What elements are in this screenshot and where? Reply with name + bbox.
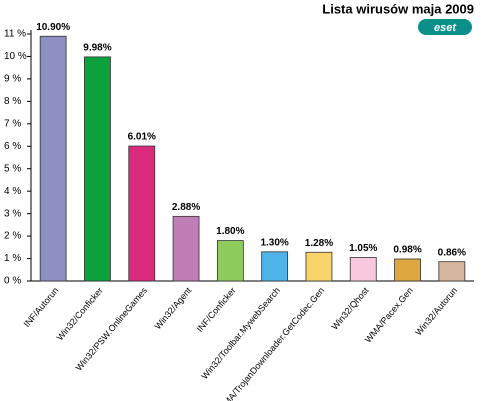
value-label: 6.01% <box>128 132 156 143</box>
x-tick-label: Win32/Agent <box>153 285 194 331</box>
value-label: 9.98% <box>83 43 111 54</box>
x-tick-label: Win32/Autorun <box>413 285 459 337</box>
y-tick-label: 1 % <box>4 253 21 264</box>
value-label: 2.88% <box>172 202 200 213</box>
chart-title: Lista wirusów maja 2009 <box>322 1 474 16</box>
x-tick-label: WMA/Pacex.Gen <box>363 285 415 344</box>
bar <box>305 251 333 282</box>
y-tick-label: 8 % <box>4 96 21 107</box>
y-tick-label: 4 % <box>4 186 21 197</box>
y-tick-label: 11 % <box>4 29 26 40</box>
x-tick-label: INF/Autorun <box>22 285 61 329</box>
logo-text: eset <box>434 22 457 34</box>
bar <box>172 215 200 282</box>
bar <box>216 240 244 282</box>
bar <box>349 257 377 282</box>
y-tick-label: 3 % <box>4 208 21 219</box>
bar <box>394 258 421 282</box>
logo: eset <box>418 19 472 35</box>
value-label: 1.80% <box>216 226 244 237</box>
y-tick-label: 6 % <box>4 141 21 152</box>
value-label: 1.05% <box>349 243 377 254</box>
y-tick-label: 5 % <box>4 163 21 174</box>
x-tick-label: Win32/PSW.OnlineGames <box>74 285 150 373</box>
x-tick-label: Win32/Conficker <box>55 285 105 342</box>
bar <box>128 145 156 282</box>
y-tick-label: 10 % <box>4 51 27 62</box>
logo-badge <box>418 19 472 35</box>
y-tick-label: 7 % <box>4 118 21 129</box>
value-label: 0.98% <box>393 245 421 256</box>
bar <box>438 261 466 282</box>
bar <box>39 35 67 282</box>
x-tick-label: Win32/Qhost <box>329 285 370 332</box>
value-label: 10.90% <box>36 22 70 33</box>
x-tick-label: Win32/Toolbar.MywebSearch <box>199 285 282 381</box>
bar <box>84 56 111 282</box>
y-tick-label: 0 % <box>4 276 21 287</box>
x-tick-label: INF/Conficker <box>195 285 238 334</box>
value-label: 1.30% <box>260 237 288 248</box>
y-tick-label: 9 % <box>4 74 21 85</box>
y-tick-label: 2 % <box>4 231 21 242</box>
bar <box>261 251 289 282</box>
value-label: 1.28% <box>305 238 333 249</box>
value-label: 0.86% <box>438 247 466 258</box>
